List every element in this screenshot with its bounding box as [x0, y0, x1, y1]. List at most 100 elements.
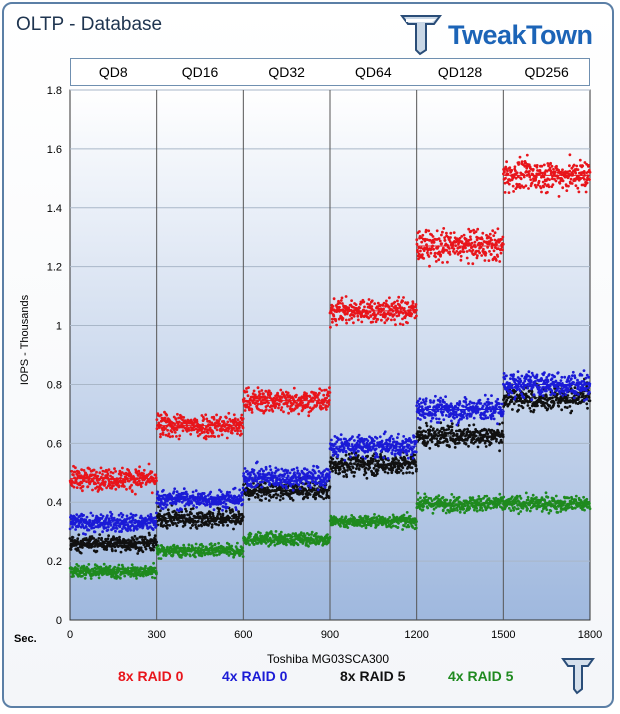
data-point [323, 485, 327, 489]
data-point [419, 418, 422, 421]
data-point [247, 497, 251, 501]
data-point [446, 440, 449, 444]
data-point [221, 512, 225, 516]
data-point [362, 524, 366, 527]
data-point [248, 543, 251, 547]
data-point [536, 404, 539, 408]
data-point [72, 574, 75, 578]
data-point [97, 576, 101, 580]
data-point [137, 548, 141, 552]
data-point [268, 482, 272, 485]
data-point [364, 514, 367, 518]
data-point [448, 445, 451, 449]
data-point [139, 546, 143, 550]
data-point [375, 452, 379, 456]
data-point [434, 506, 438, 509]
data-point [264, 497, 268, 500]
data-point [275, 496, 278, 500]
data-point [226, 524, 230, 527]
data-point [356, 454, 360, 457]
data-point [313, 487, 316, 491]
data-point [175, 490, 179, 494]
y-tick-label: 0.8 [47, 379, 62, 391]
data-point [194, 523, 197, 527]
data-point [464, 442, 468, 446]
data-point [424, 430, 428, 433]
data-point [353, 517, 357, 520]
data-point [441, 496, 445, 499]
data-point [391, 448, 395, 452]
data-point [424, 399, 428, 403]
data-point [131, 516, 135, 520]
data-point [383, 470, 387, 474]
data-point [257, 494, 260, 497]
data-point [408, 514, 412, 518]
data-point [264, 467, 268, 471]
data-point [226, 505, 230, 509]
data-point [416, 498, 420, 501]
data-point [526, 507, 529, 511]
data-point [141, 550, 145, 554]
data-point [156, 552, 160, 556]
data-point [161, 507, 165, 511]
data-point [414, 523, 418, 527]
data-point [194, 542, 198, 546]
data-point [487, 497, 491, 500]
data-point [151, 566, 155, 570]
data-point [375, 472, 379, 476]
data-point [307, 544, 310, 548]
data-point [430, 499, 434, 503]
data-point [178, 500, 181, 503]
data-point [432, 436, 436, 440]
data-point [453, 508, 457, 512]
data-point [352, 524, 356, 527]
data-point [361, 455, 365, 459]
data-point [545, 508, 549, 511]
data-point [447, 427, 451, 431]
data-point [267, 499, 271, 502]
data-point [170, 547, 174, 550]
data-point [509, 509, 513, 512]
data-point [305, 468, 309, 472]
data-point [521, 506, 525, 510]
data-point [352, 474, 356, 478]
data-point [190, 512, 193, 516]
data-point [153, 538, 157, 542]
data-point [255, 460, 259, 464]
data-point [418, 405, 421, 408]
x-tick-label: 300 [147, 629, 165, 641]
data-point [206, 515, 209, 519]
data-point [97, 539, 100, 543]
data-point [480, 506, 483, 510]
data-point [241, 490, 245, 494]
data-point [448, 510, 451, 514]
data-point [151, 576, 154, 579]
series-8x-raid-5 [68, 377, 592, 555]
data-point [424, 421, 428, 425]
data-point [269, 468, 273, 472]
data-point [344, 515, 348, 519]
data-point [314, 496, 317, 500]
data-point [393, 465, 397, 469]
data-point [159, 557, 163, 560]
data-point [384, 523, 388, 526]
data-point [165, 553, 168, 556]
data-point [565, 406, 569, 409]
data-point [424, 397, 428, 400]
data-point [441, 413, 444, 417]
data-point [426, 440, 430, 444]
data-point [255, 479, 259, 483]
data-point [399, 469, 403, 472]
data-point [224, 520, 228, 524]
data-point [489, 442, 493, 445]
data-point [413, 453, 417, 457]
data-point [373, 516, 376, 520]
data-point [217, 541, 221, 545]
data-point [232, 527, 235, 531]
data-point [386, 471, 390, 475]
data-point [81, 574, 84, 578]
data-point [76, 546, 80, 550]
data-point [434, 394, 437, 398]
data-point [106, 528, 110, 532]
data-point [192, 504, 196, 508]
